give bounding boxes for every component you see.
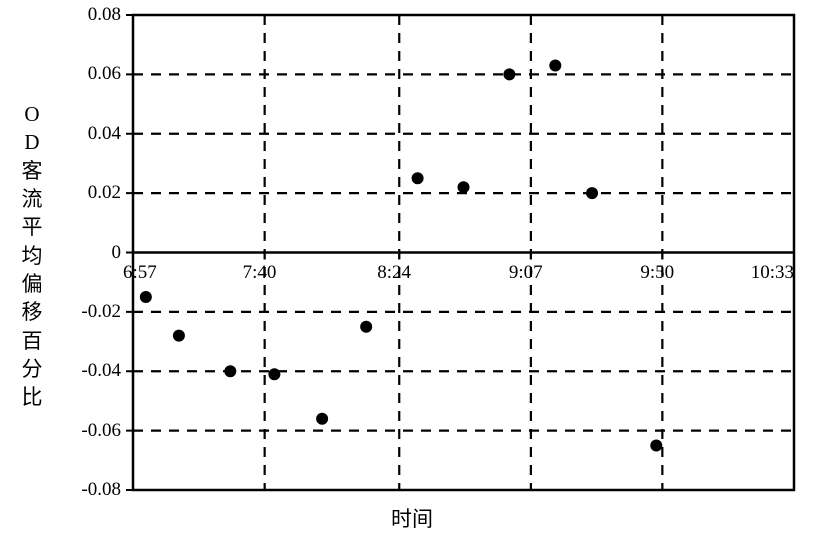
data-point (140, 291, 152, 303)
data-point (360, 321, 372, 333)
data-point (586, 187, 598, 199)
data-point (503, 68, 515, 80)
y-tick-label: -0.04 (81, 360, 121, 382)
data-point (316, 413, 328, 425)
data-point (268, 368, 280, 380)
data-point (549, 59, 561, 71)
scatter-chart: OD客流平均偏移百分比 -0.08-0.06-0.04-0.0200.020.0… (0, 0, 824, 541)
y-tick-label: -0.02 (81, 301, 121, 323)
data-point (412, 172, 424, 184)
y-tick-label: 0.04 (88, 123, 121, 145)
x-tick-label: 7:40 (243, 262, 277, 284)
x-tick-label: 9:07 (509, 262, 543, 284)
y-tick-label: -0.08 (81, 479, 121, 501)
x-tick-label: 9:50 (640, 262, 674, 284)
x-axis-label: 时间 (0, 503, 824, 533)
y-tick-label: 0.06 (88, 63, 121, 85)
data-point (650, 439, 662, 451)
y-tick-label: 0.08 (88, 4, 121, 26)
x-axis-label-text: 时间 (391, 507, 433, 531)
data-point (224, 365, 236, 377)
y-tick-label: 0 (112, 242, 122, 264)
x-tick-label: 6:57 (123, 262, 157, 284)
data-point (458, 181, 470, 193)
data-point (173, 330, 185, 342)
y-tick-label: 0.02 (88, 182, 121, 204)
x-tick-label: 10:33 (751, 262, 794, 284)
x-tick-label: 8:24 (377, 262, 411, 284)
y-tick-label: -0.06 (81, 420, 121, 442)
